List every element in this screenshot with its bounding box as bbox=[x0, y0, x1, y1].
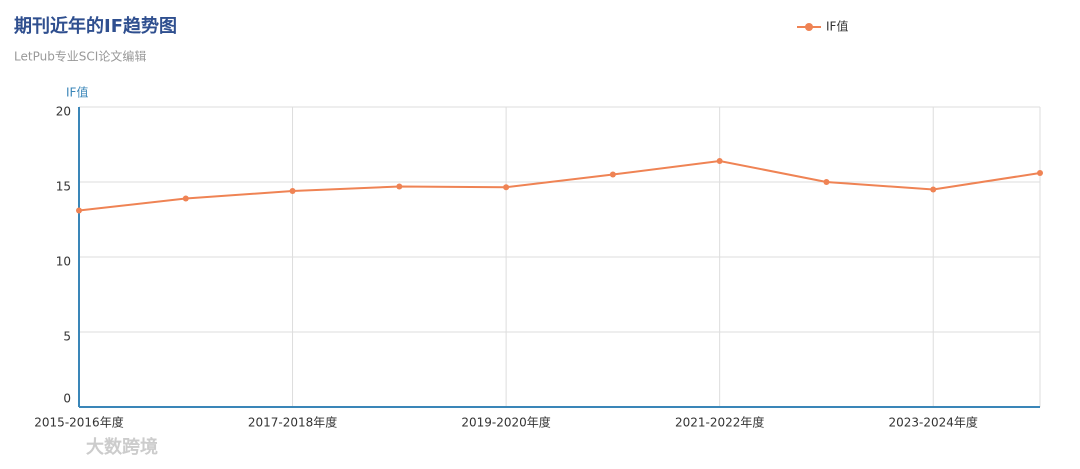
data-point bbox=[503, 184, 510, 191]
x-tick-label: 2023-2024年度 bbox=[889, 415, 978, 430]
chart-title: 期刊近年的IF趋势图 bbox=[14, 15, 177, 37]
y-tick-label: 15 bbox=[56, 180, 71, 194]
series-line bbox=[78, 159, 1041, 212]
data-point bbox=[76, 207, 82, 214]
y-tick-label: 20 bbox=[56, 105, 71, 119]
legend-label: IF值 bbox=[826, 19, 848, 34]
data-point bbox=[716, 158, 723, 164]
y-axis-label: IF值 bbox=[66, 85, 88, 100]
y-tick-label: 0 bbox=[63, 392, 71, 406]
data-point bbox=[396, 183, 403, 190]
x-tick-label: 2015-2016年度 bbox=[34, 415, 123, 430]
y-tick-label: 10 bbox=[56, 255, 71, 269]
x-tick-label: 2021-2022年度 bbox=[675, 415, 764, 430]
legend-marker bbox=[805, 23, 813, 31]
chart-subtitle: LetPub专业SCI论文编辑 bbox=[14, 49, 146, 64]
data-point bbox=[182, 195, 189, 202]
x-tick-label: 2017-2018年度 bbox=[248, 415, 337, 430]
data-point bbox=[930, 186, 937, 193]
data-point bbox=[823, 179, 830, 185]
x-tick-label: 2019-2020年度 bbox=[461, 415, 550, 430]
data-point bbox=[609, 171, 616, 178]
data-point bbox=[1037, 170, 1043, 176]
watermark: 大数跨境 bbox=[86, 436, 158, 458]
data-point bbox=[289, 188, 296, 194]
y-tick-label: 5 bbox=[63, 330, 71, 344]
